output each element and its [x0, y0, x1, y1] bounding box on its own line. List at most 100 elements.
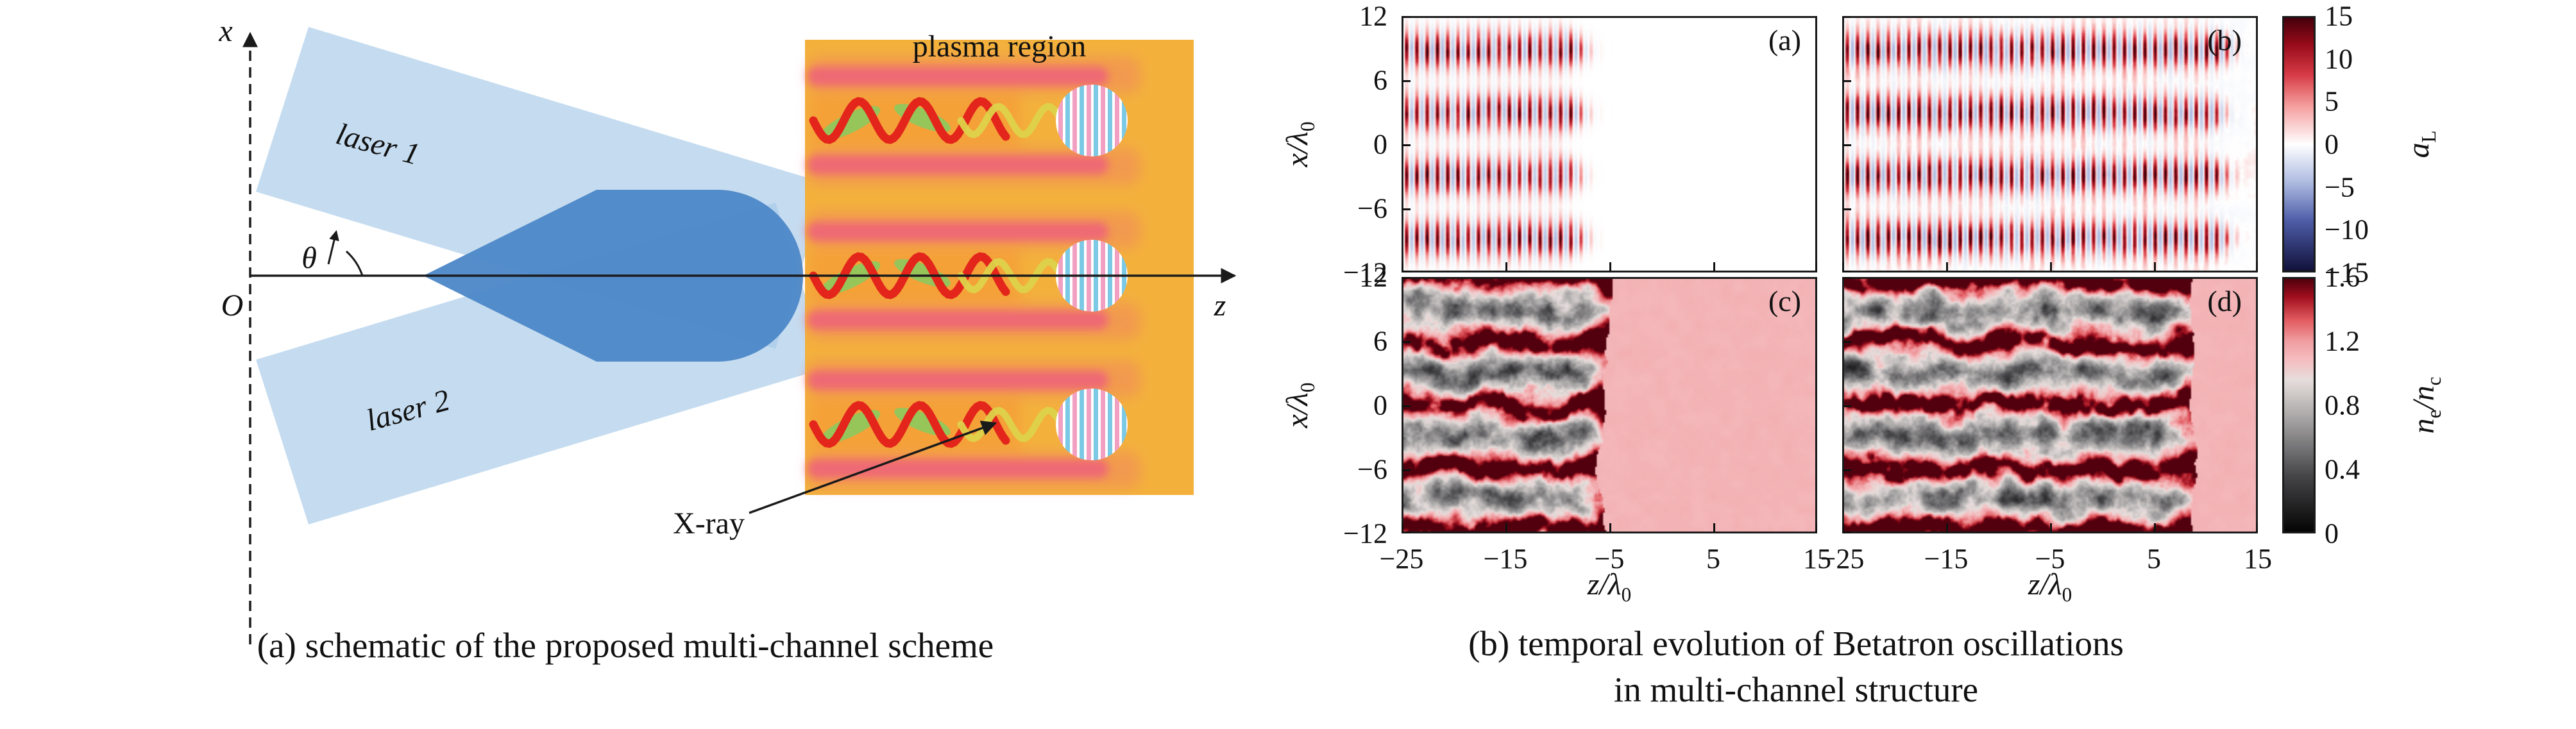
- tick-mark: [1946, 262, 1948, 271]
- tick-mark: [1402, 405, 1411, 407]
- x-tick-label: −5: [1594, 543, 1625, 574]
- heatmap-d-density: (d): [1842, 277, 2258, 533]
- colorbar-laser-field: [2282, 16, 2316, 272]
- caption-right-line1: (b) temporal evolution of Betatron oscil…: [1468, 624, 2124, 663]
- colorbar-laser-tick-label: −5: [2325, 171, 2355, 203]
- heatmap-a-laser-field: (a): [1402, 16, 1817, 272]
- laser-wave-red: [809, 252, 1010, 299]
- tick-mark: [1842, 262, 1844, 271]
- tick-mark: [1402, 277, 1411, 279]
- y-tick-label: 12: [1359, 0, 1387, 32]
- y-tick-label: 0: [1373, 389, 1387, 421]
- schematic-panel: plasma region x z O θ laser 1 laser 2 X-…: [218, 14, 1237, 644]
- y-tick-label: 0: [1373, 128, 1387, 160]
- x-tick-label: −15: [1924, 543, 1969, 574]
- ne-symbol: n: [2407, 418, 2441, 434]
- y-tick-label: 6: [1373, 64, 1387, 96]
- plasma-channels: [807, 56, 1140, 489]
- aL-symbol: a: [2402, 142, 2436, 158]
- tick-mark: [1842, 80, 1851, 82]
- y-axis-title-sub: 0: [1296, 382, 1319, 393]
- colorbar-laser-tick-label: −15: [2325, 256, 2369, 289]
- x-tick-label: −15: [1483, 543, 1528, 574]
- tick-mark: [1713, 523, 1715, 532]
- y-axis-title-text: x/λ: [1280, 392, 1315, 428]
- tick-mark: [1946, 523, 1948, 532]
- tick-mark: [1842, 144, 1851, 146]
- tick-mark: [1505, 262, 1507, 271]
- plasma-region-title: plasma region: [913, 29, 1087, 63]
- colorbar-laser-tick-label: 15: [2325, 0, 2353, 32]
- tick-mark: [2154, 262, 2156, 271]
- tick-mark: [2256, 262, 2258, 271]
- y-axis-title-text: x/λ: [1280, 131, 1315, 167]
- y-tick-label: 12: [1359, 261, 1387, 293]
- panel-letter-b: (b): [2207, 24, 2242, 56]
- panel-letter-c: (c): [1768, 285, 1801, 317]
- x-tick-label: 15: [1803, 543, 1831, 574]
- y-tick-label: −6: [1357, 453, 1387, 485]
- tick-mark: [1505, 523, 1507, 532]
- tick-mark: [1609, 523, 1611, 532]
- laser-wave-red: [809, 97, 1010, 144]
- tick-mark: [1609, 262, 1611, 271]
- laser-wave-yellow: [957, 103, 1061, 138]
- tick-mark: [1402, 469, 1411, 471]
- heatmap-c-density: (c): [1402, 277, 1817, 533]
- tick-mark: [1402, 341, 1411, 343]
- striped-density-circle: [1056, 85, 1128, 156]
- panel-letter-d: (d): [2207, 285, 2242, 317]
- tick-mark: [1815, 262, 1817, 271]
- tick-mark: [1402, 144, 1411, 146]
- laser-wave-red: [809, 401, 1010, 448]
- tick-mark: [1402, 262, 1403, 271]
- x-axis-title-right: z/λ0: [2028, 567, 2072, 607]
- striped-density-circle: [1056, 389, 1128, 460]
- x-axis-title-text: z/λ: [2028, 567, 2062, 602]
- z-axis-label: z: [1214, 289, 1226, 323]
- laser-wave-yellow: [957, 406, 1061, 442]
- colorbar-density: [2282, 277, 2316, 533]
- x-tick-label: −25: [1820, 543, 1865, 574]
- tick-mark: [2050, 523, 2052, 532]
- origin-label: O: [221, 289, 244, 323]
- colorbar-laser-tick-label: 5: [2325, 85, 2339, 117]
- heatmap-b-laser-field: (b): [1842, 16, 2258, 272]
- tick-mark: [1842, 523, 1844, 532]
- tick-mark: [1402, 532, 1411, 533]
- tick-mark: [1842, 208, 1851, 210]
- tick-mark: [1402, 523, 1403, 532]
- colorbar-laser-title: aL: [2401, 130, 2441, 158]
- tick-mark: [2154, 523, 2156, 532]
- tick-mark: [1842, 469, 1851, 471]
- channel-pink-band: [807, 155, 1108, 174]
- colorbar-density-tick-label: 0: [2325, 517, 2339, 549]
- x-axis-title-text: z/λ: [1587, 567, 1622, 602]
- theta-arc: [345, 250, 364, 276]
- y-tick-label: −6: [1357, 192, 1387, 224]
- tick-mark: [1842, 405, 1851, 407]
- colorbar-laser-tick-label: 0: [2325, 128, 2339, 160]
- tick-mark: [1402, 208, 1411, 210]
- caption-left: (a) schematic of the proposed multi-chan…: [257, 626, 994, 665]
- colorbar-density-tick-label: 1.6: [2325, 261, 2360, 293]
- channel-pink-band: [807, 371, 1108, 390]
- x-tick-label: 15: [2244, 543, 2272, 574]
- tick-mark: [1842, 532, 1851, 533]
- tick-mark: [1842, 277, 1851, 279]
- colorbar-laser-tick-label: 10: [2325, 43, 2353, 75]
- tick-mark: [1842, 16, 1851, 18]
- xray-arrow: [749, 421, 997, 514]
- y-axis-title-sub: 0: [1296, 121, 1319, 132]
- x-tick-label: −5: [2035, 543, 2065, 574]
- channel-pink-band: [807, 67, 1108, 86]
- theta-arrow: [327, 230, 339, 265]
- y-tick-label: 6: [1373, 325, 1387, 357]
- x-tick-label: 5: [1706, 543, 1720, 574]
- x-axis-label: x: [218, 14, 232, 48]
- tick-mark: [1402, 80, 1411, 82]
- y-axis-title-top: x/λ0: [1280, 121, 1319, 167]
- panel-letter-a: (a): [1768, 24, 1801, 56]
